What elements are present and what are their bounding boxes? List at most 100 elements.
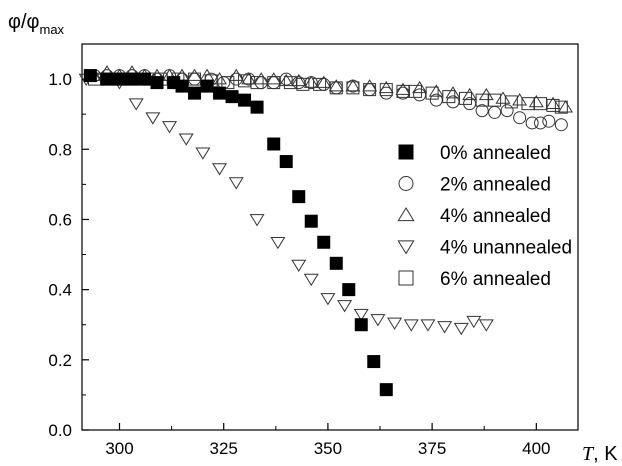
data-point xyxy=(266,72,282,85)
data-point xyxy=(145,112,161,125)
y-tick-label: 1.0 xyxy=(48,70,72,89)
x-axis-label-symbol: T xyxy=(582,443,595,465)
data-point xyxy=(446,95,460,109)
y-axis-label: φ/φmax xyxy=(8,11,65,37)
data-point xyxy=(337,300,353,313)
data-point xyxy=(187,68,203,81)
data-point xyxy=(463,97,477,111)
data-point xyxy=(304,214,318,228)
data-point xyxy=(500,104,514,118)
legend-marker xyxy=(398,144,414,160)
data-point xyxy=(221,76,235,90)
data-point xyxy=(429,93,443,107)
data-point xyxy=(379,383,393,397)
data-point xyxy=(138,72,152,86)
y-tick-label: 0.4 xyxy=(48,281,72,300)
data-point xyxy=(188,86,202,100)
data-point xyxy=(100,72,114,86)
legend-label: 0% annealed xyxy=(440,143,551,164)
data-point xyxy=(278,73,294,87)
data-point xyxy=(475,93,489,107)
data-point xyxy=(320,293,336,306)
data-point xyxy=(495,91,511,104)
data-point xyxy=(316,75,332,88)
data-point xyxy=(150,76,164,90)
data-point xyxy=(554,100,568,114)
y-tick-label: 0.6 xyxy=(48,210,72,229)
data-point xyxy=(292,76,306,90)
data-point xyxy=(420,319,436,332)
data-point xyxy=(395,82,411,95)
data-point xyxy=(253,72,269,85)
data-point xyxy=(254,76,268,90)
x-tick-label: 300 xyxy=(105,439,133,458)
data-point xyxy=(270,236,286,250)
data-point xyxy=(408,84,422,98)
data-point xyxy=(504,95,518,109)
data-point xyxy=(283,76,297,90)
data-point xyxy=(533,116,547,130)
data-point xyxy=(329,256,343,270)
x-tick-label: 400 xyxy=(522,439,550,458)
x-tick-label: 325 xyxy=(210,439,238,458)
legend-entry: 4% annealed xyxy=(397,206,551,227)
data-point xyxy=(249,214,265,227)
data-point xyxy=(475,104,489,118)
data-point xyxy=(292,190,306,204)
legend: 0% annealed 2% annealed 4% annealed 4% unan… xyxy=(397,143,572,290)
data-point xyxy=(512,93,528,106)
data-point xyxy=(303,273,319,287)
data-point xyxy=(362,79,378,92)
data-point xyxy=(303,75,319,88)
data-point xyxy=(317,235,331,249)
data-point xyxy=(428,84,444,97)
y-axis-label-sub: max xyxy=(40,22,65,37)
data-point xyxy=(83,69,97,83)
data-point xyxy=(225,90,239,104)
data-point xyxy=(250,100,264,114)
data-point xyxy=(113,72,127,86)
series-4-unannealed xyxy=(78,73,494,336)
data-point xyxy=(353,308,369,322)
data-point xyxy=(125,72,139,86)
data-point xyxy=(453,322,469,336)
legend-entry: 6% annealed xyxy=(398,269,551,290)
data-point xyxy=(238,74,252,88)
data-point xyxy=(213,86,227,100)
data-point xyxy=(328,79,344,92)
data-point xyxy=(212,72,228,85)
legend-entry: 4% unannealed xyxy=(397,238,572,259)
data-point xyxy=(188,72,202,86)
legend-marker xyxy=(398,270,414,286)
data-point xyxy=(175,79,189,93)
data-point xyxy=(425,86,439,100)
legend-marker xyxy=(397,207,415,222)
y-tick-label: 0.0 xyxy=(48,421,72,440)
y-tick-label: 0.2 xyxy=(48,351,72,370)
data-point xyxy=(291,73,307,87)
data-point xyxy=(513,111,527,125)
data-point xyxy=(329,81,343,95)
data-point xyxy=(195,147,211,160)
legend-entry: 2% annealed xyxy=(398,175,551,196)
data-point xyxy=(525,116,539,130)
series-0-annealed xyxy=(83,69,393,397)
data-point xyxy=(354,318,368,332)
data-point xyxy=(403,319,419,332)
data-point xyxy=(445,86,461,99)
data-point xyxy=(178,133,194,146)
data-point xyxy=(554,118,568,132)
x-tick-label: 350 xyxy=(314,439,342,458)
legend-marker xyxy=(397,240,415,255)
data-point xyxy=(533,97,547,111)
data-point xyxy=(462,87,478,101)
data-point xyxy=(250,76,264,90)
legend-label: 2% annealed xyxy=(440,175,551,196)
data-point xyxy=(545,96,561,109)
data-point xyxy=(412,80,428,94)
data-point xyxy=(379,83,393,97)
data-point xyxy=(546,98,560,112)
data-point xyxy=(528,94,544,108)
data-point xyxy=(488,93,502,107)
